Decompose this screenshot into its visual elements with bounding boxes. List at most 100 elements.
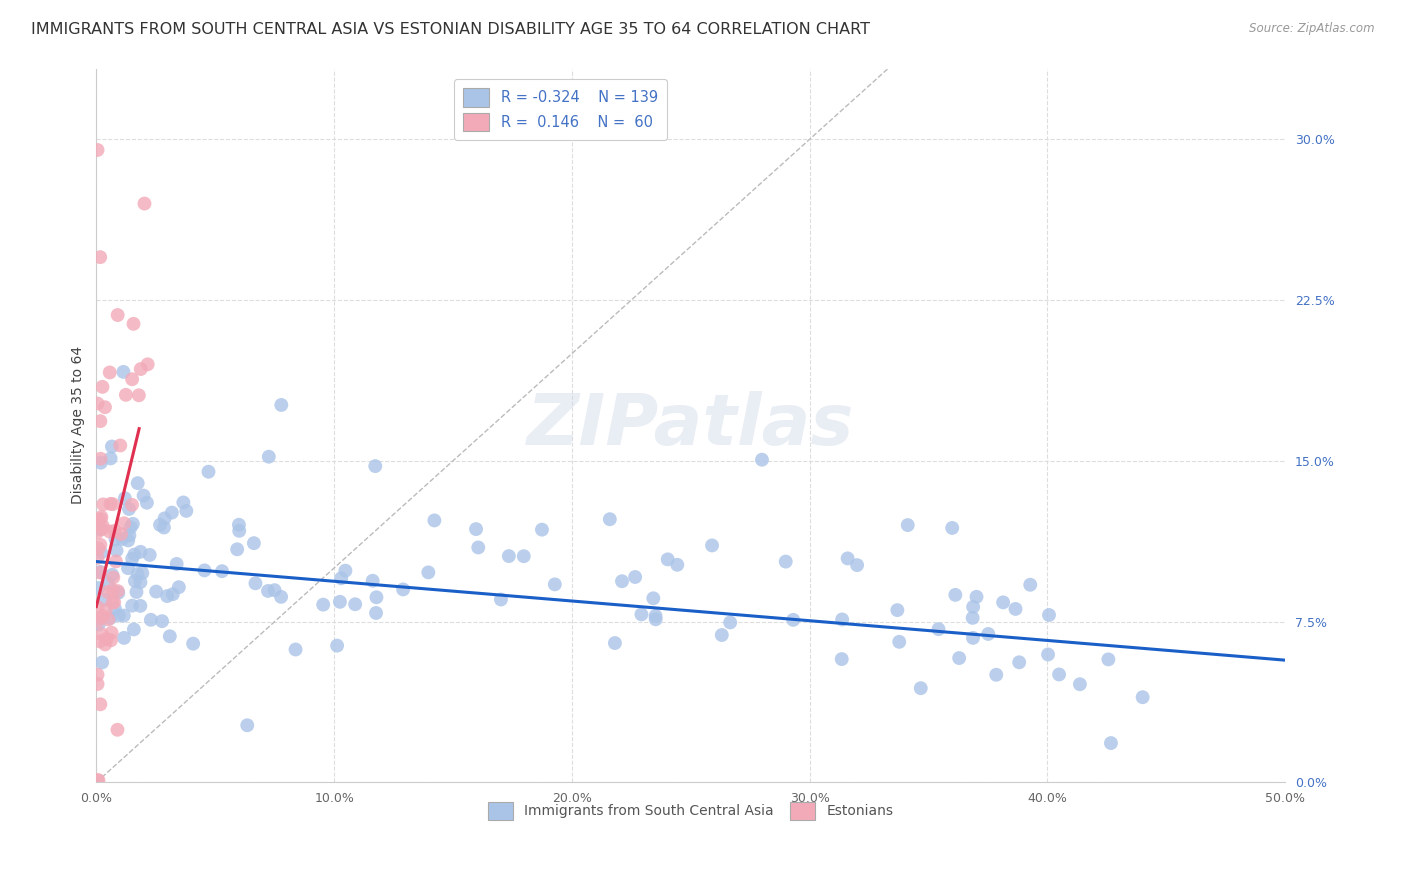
Point <box>107 723 129 737</box>
Point <box>782 613 804 627</box>
Point <box>90 610 112 624</box>
Point <box>89 414 111 428</box>
Point <box>98 366 121 380</box>
Point <box>117 533 139 548</box>
Point <box>136 357 159 371</box>
Point <box>112 631 135 645</box>
Point <box>132 489 155 503</box>
Point <box>1019 578 1042 592</box>
Point <box>977 627 1000 641</box>
Point <box>104 601 127 615</box>
Point <box>991 595 1014 609</box>
Point <box>544 577 567 591</box>
Point <box>326 639 349 653</box>
Point <box>89 538 111 552</box>
Point <box>1069 677 1091 691</box>
Point <box>966 590 988 604</box>
Point <box>465 522 488 536</box>
Point <box>1036 648 1059 662</box>
Point <box>86 677 108 691</box>
Point <box>101 440 124 454</box>
Point <box>97 585 120 599</box>
Point <box>941 521 963 535</box>
Point <box>270 590 292 604</box>
Point <box>643 591 665 606</box>
Point <box>364 606 387 620</box>
Point <box>149 517 172 532</box>
Point <box>330 571 353 585</box>
Point <box>112 365 135 379</box>
Point <box>1047 667 1070 681</box>
Point <box>89 512 111 526</box>
Point <box>928 622 950 636</box>
Point <box>943 588 966 602</box>
Point <box>962 611 984 625</box>
Point <box>89 522 111 536</box>
Point <box>1132 690 1154 705</box>
Point <box>1004 602 1026 616</box>
Point <box>312 598 335 612</box>
Point <box>86 667 108 681</box>
Point <box>90 510 112 524</box>
Point <box>100 633 122 648</box>
Point <box>89 634 111 648</box>
Point <box>105 543 128 558</box>
Point <box>107 586 129 600</box>
Point <box>94 401 117 415</box>
Point <box>129 575 152 590</box>
Point <box>329 595 352 609</box>
Point <box>91 380 114 394</box>
Point <box>118 528 141 542</box>
Point <box>236 718 259 732</box>
Point <box>1097 652 1119 666</box>
Point <box>112 516 135 531</box>
Point <box>948 651 970 665</box>
Point <box>91 522 114 536</box>
Point <box>121 498 143 512</box>
Point <box>139 613 162 627</box>
Point <box>127 567 149 582</box>
Point <box>107 608 129 623</box>
Point <box>87 581 110 595</box>
Point <box>418 566 440 580</box>
Point <box>103 595 125 609</box>
Point <box>104 554 127 568</box>
Y-axis label: Disability Age 35 to 64: Disability Age 35 to 64 <box>72 346 86 505</box>
Point <box>467 541 489 555</box>
Point <box>897 518 920 533</box>
Point <box>86 773 108 788</box>
Point <box>889 635 911 649</box>
Point <box>228 517 250 532</box>
Point <box>129 362 152 376</box>
Point <box>122 317 145 331</box>
Point <box>138 548 160 562</box>
Point <box>121 599 143 613</box>
Point <box>257 450 280 464</box>
Point <box>100 497 122 511</box>
Point <box>101 497 124 511</box>
Point <box>97 576 120 591</box>
Point <box>90 545 112 559</box>
Point <box>111 532 134 546</box>
Point <box>110 438 132 452</box>
Point <box>97 612 120 626</box>
Point <box>101 595 124 609</box>
Point <box>107 308 129 322</box>
Point <box>364 459 387 474</box>
Point <box>644 608 666 623</box>
Point <box>120 520 142 534</box>
Point <box>86 524 108 539</box>
Point <box>599 512 621 526</box>
Point <box>124 574 146 588</box>
Text: Source: ZipAtlas.com: Source: ZipAtlas.com <box>1250 22 1375 36</box>
Point <box>181 637 204 651</box>
Point <box>98 524 121 539</box>
Point <box>831 612 853 626</box>
Point <box>114 491 136 506</box>
Point <box>86 615 108 629</box>
Point <box>1008 655 1031 669</box>
Point <box>150 614 173 628</box>
Point <box>107 584 129 599</box>
Point <box>910 681 932 696</box>
Point <box>129 599 152 613</box>
